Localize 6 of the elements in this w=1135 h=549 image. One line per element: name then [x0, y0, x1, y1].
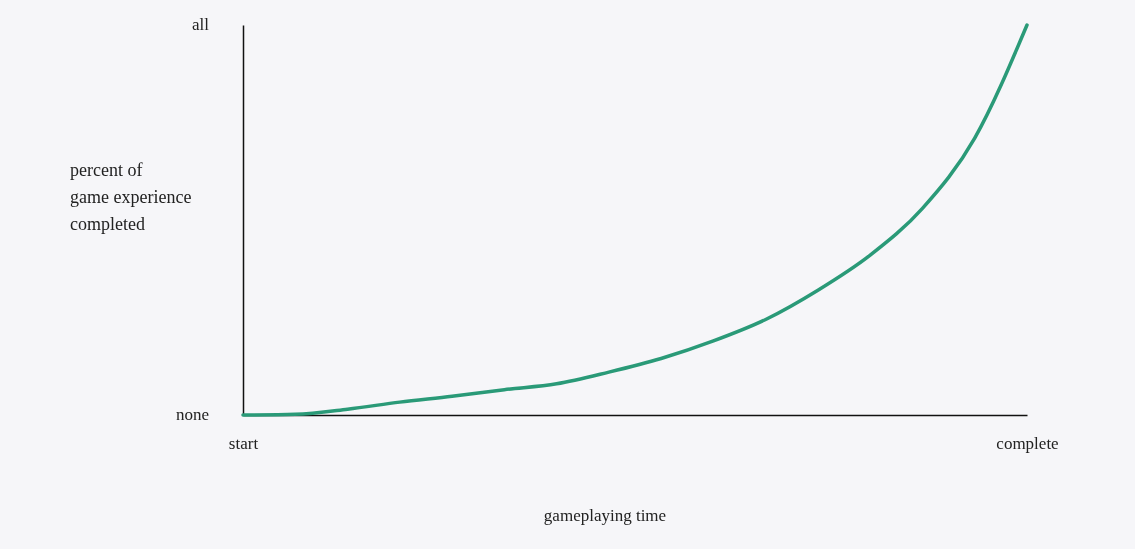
y-axis-title: percent of game experience completed: [70, 160, 192, 234]
x-tick-label: start: [228, 434, 259, 454]
text: none: [175, 405, 209, 425]
x-axis-title: gameplaying time: [543, 506, 667, 525]
x-tick-label: complete: [996, 434, 1059, 454]
text: all: [192, 15, 210, 35]
